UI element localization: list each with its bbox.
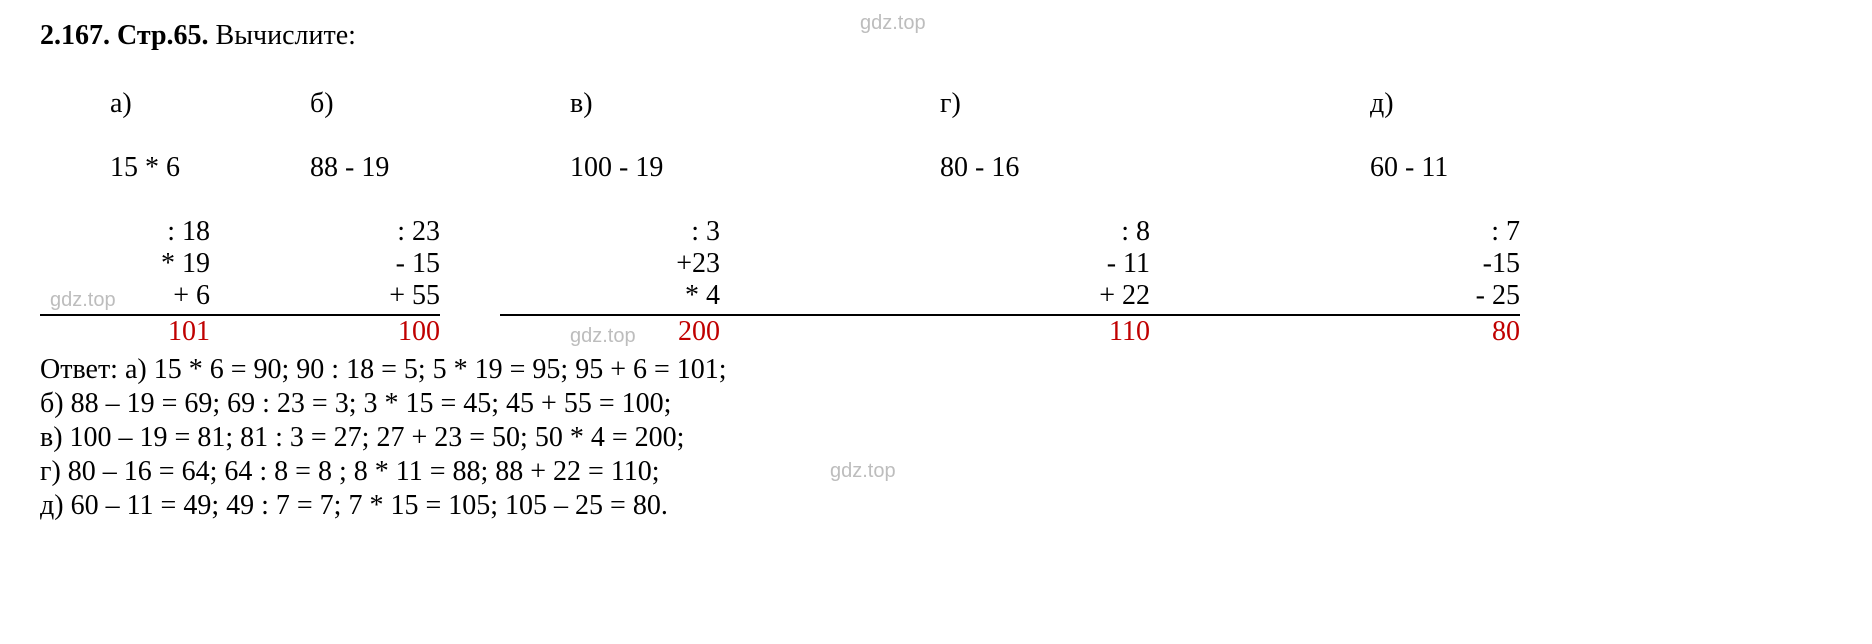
- col-label: г): [940, 88, 961, 119]
- problem-number: 2.167.: [40, 20, 110, 51]
- header-line: 2.167. Стр.65. Вычислите: gdz.top: [40, 20, 1832, 52]
- col-e: д) 60 - 11 : 7 -15 - 25: [1300, 56, 1520, 312]
- first-expr: 15 * 6: [110, 152, 180, 183]
- first-expr: 100 - 19: [570, 152, 663, 183]
- op: + 55: [389, 280, 440, 312]
- page-ref: Стр.65.: [117, 20, 209, 51]
- first-expr: 80 - 16: [940, 152, 1019, 183]
- col-label: д): [1370, 88, 1394, 119]
- answer-line: Ответ: а) 15 * 6 = 90; 90 : 18 = 5; 5 * …: [40, 354, 1832, 386]
- col-label: в): [570, 88, 593, 119]
- first-expr: 60 - 11: [1370, 152, 1448, 183]
- answer-line: в) 100 – 19 = 81; 81 : 3 = 27; 27 + 23 =…: [40, 422, 1832, 454]
- col-c: в) 100 - 19 : 3 +23 * 4: [500, 56, 720, 312]
- group-ab: а) 15 * 6 : 18 * 19 + 6 б) 88 - 19 : 23 …: [40, 56, 440, 348]
- answer-b: 100: [240, 316, 440, 348]
- space: [570, 120, 577, 151]
- header-title: Вычислите:: [216, 20, 356, 51]
- answer-text: а) 15 * 6 = 90; 90 : 18 = 5; 5 * 19 = 95…: [125, 354, 727, 385]
- answer-text: г) 80 – 16 = 64; 64 : 8 = 8 ; 8 * 11 = 8…: [40, 456, 660, 487]
- answer-line: д) 60 – 11 = 49; 49 : 7 = 7; 7 * 15 = 10…: [40, 490, 1832, 522]
- op: - 15: [396, 248, 440, 280]
- op: -15: [1483, 248, 1520, 280]
- col-label: а): [110, 88, 132, 119]
- op: : 23: [397, 216, 440, 248]
- op: - 25: [1476, 280, 1520, 312]
- op: + 22: [1099, 280, 1150, 312]
- space: [1370, 120, 1377, 151]
- op: : 3: [691, 216, 720, 248]
- problems-row: а) 15 * 6 : 18 * 19 + 6 б) 88 - 19 : 23 …: [40, 56, 1832, 348]
- space: [110, 120, 117, 151]
- answer-a: 101: [40, 316, 210, 348]
- watermark-top: gdz.top: [860, 12, 926, 35]
- op: : 8: [1121, 216, 1150, 248]
- op: : 7: [1491, 216, 1520, 248]
- space: [940, 120, 947, 151]
- group-cde: в) 100 - 19 : 3 +23 * 4 г) 80 - 16 : 8 -…: [500, 56, 1520, 348]
- op: +23: [676, 248, 720, 280]
- answer-c: 200: [500, 316, 720, 348]
- answer-line: б) 88 – 19 = 69; 69 : 23 = 3; 3 * 15 = 4…: [40, 388, 1832, 420]
- op: + 6: [173, 280, 210, 312]
- watermark-right: gdz.top: [830, 460, 896, 483]
- op: * 19: [161, 248, 210, 280]
- col-a: а) 15 * 6 : 18 * 19 + 6: [40, 56, 210, 312]
- answer-line: г) 80 – 16 = 64; 64 : 8 = 8 ; 8 * 11 = 8…: [40, 456, 1832, 488]
- answer-prefix: Ответ:: [40, 354, 125, 385]
- col-b: б) 88 - 19 : 23 - 15 + 55: [240, 56, 440, 312]
- answer-block: Ответ: а) 15 * 6 = 90; 90 : 18 = 5; 5 * …: [40, 354, 1832, 522]
- op: * 4: [685, 280, 720, 312]
- answer-e: 80: [1300, 316, 1520, 348]
- op: - 11: [1107, 248, 1150, 280]
- col-label: б): [310, 88, 334, 119]
- space: [310, 120, 317, 151]
- op: : 18: [167, 216, 210, 248]
- col-d: г) 80 - 16 : 8 - 11 + 22: [870, 56, 1150, 312]
- answer-d: 110: [870, 316, 1150, 348]
- first-expr: 88 - 19: [310, 152, 389, 183]
